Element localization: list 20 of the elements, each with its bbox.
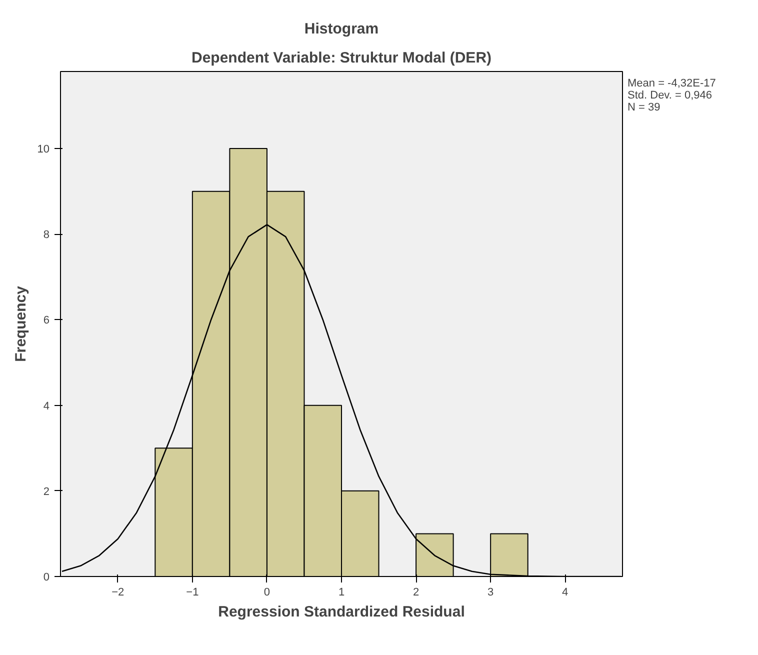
y-tick-label: 10 [37, 144, 50, 156]
text: Mean = -4,32E-17 [628, 78, 716, 90]
y-tick-label: 2 [43, 486, 50, 498]
x-tick-label: −2 [112, 586, 124, 598]
text: N = 39 [628, 102, 660, 114]
y-tick-label: 0 [43, 572, 50, 584]
chart-subtitle: Dependent Variable: Struktur Modal (DER) [191, 50, 492, 66]
y-tick-label: 6 [43, 314, 50, 327]
text: Std. Dev. = 0,946 [628, 90, 712, 102]
y-tick-label: 4 [43, 400, 50, 412]
x-axis-title: Regression Standardized Residual [218, 604, 465, 620]
chart-title: Histogram [304, 20, 379, 38]
x-tick-label: 2 [412, 586, 420, 598]
x-tick-label: 1 [338, 586, 345, 598]
x-tick-label: 4 [562, 586, 568, 598]
x-tick-label: 0 [264, 586, 270, 598]
x-tick-label: 3 [488, 586, 494, 598]
y-axis-title: Frequency [12, 285, 30, 362]
x-tick-label: −1 [186, 586, 199, 598]
y-tick-label: 8 [43, 229, 50, 242]
